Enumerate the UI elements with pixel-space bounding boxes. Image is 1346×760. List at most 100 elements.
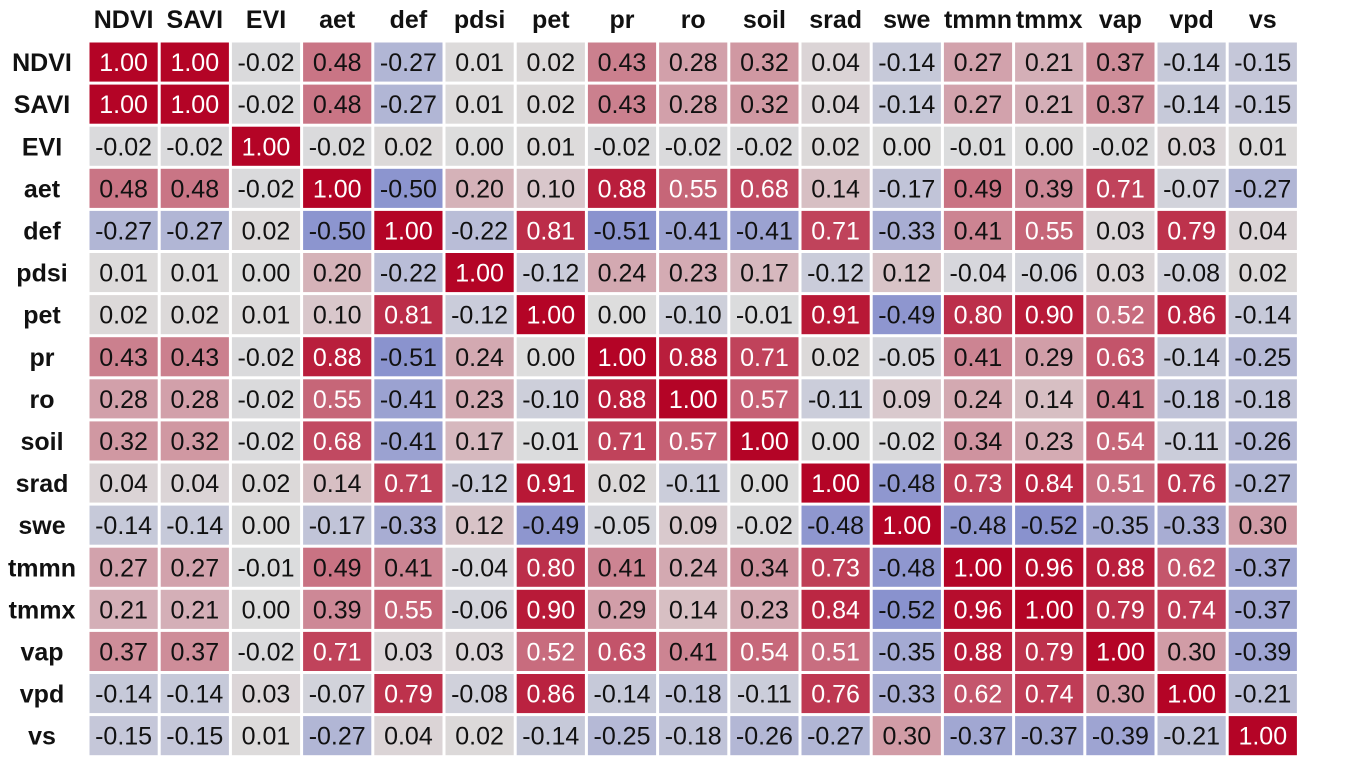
cell-aet-evi — [231, 168, 301, 208]
cell-vs-aet — [303, 716, 372, 756]
cell-pr-vap — [1086, 337, 1155, 377]
cell-aet-tmmn — [943, 168, 1013, 208]
cell-label-evi-evi: 1.00 — [242, 133, 291, 161]
cell-label-srad-vpd: 0.76 — [1167, 470, 1216, 498]
cell-vap-tmmn — [943, 631, 1013, 671]
cell-label-tmmx-evi: 0.00 — [242, 596, 291, 624]
cell-label-evi-def: 0.02 — [384, 133, 433, 161]
cell-label-vap-ro: 0.41 — [669, 638, 718, 666]
cell-label-vpd-tmmn: 0.62 — [954, 681, 1003, 709]
cell-label-tmmx-vap: 0.79 — [1096, 596, 1145, 624]
cell-def-ndvi — [89, 210, 158, 250]
row-label-ndvi: NDVI — [12, 49, 72, 77]
cell-label-pdsi-aet: 0.20 — [313, 260, 362, 288]
cell-soil-pdsi — [445, 421, 514, 461]
cell-tmmx-srad — [801, 589, 870, 629]
cell-label-tmmx-tmmx: 1.00 — [1025, 596, 1074, 624]
cell-vpd-tmmx — [1015, 674, 1084, 714]
cell-label-pet-tmmx: 0.90 — [1025, 302, 1074, 330]
cell-evi-pdsi — [445, 126, 514, 166]
cell-vs-tmmx — [1015, 716, 1084, 756]
cell-pet-tmmx — [1015, 295, 1084, 335]
cell-label-soil-vs: -0.26 — [1234, 428, 1291, 456]
cell-evi-vs — [1228, 126, 1297, 166]
cell-ndvi-swe — [872, 42, 941, 82]
cell-aet-ro — [659, 168, 728, 208]
cell-label-pdsi-ro: 0.23 — [669, 260, 718, 288]
cell-label-tmmn-tmmn: 1.00 — [954, 554, 1003, 582]
cell-vs-ro — [659, 716, 728, 756]
cell-srad-ro — [659, 463, 728, 503]
cell-label-vpd-pet: 0.86 — [526, 681, 575, 709]
col-label-def: def — [390, 6, 428, 34]
cell-soil-srad — [801, 421, 870, 461]
cell-ro-vpd — [1157, 379, 1226, 419]
cell-label-pr-ro: 0.88 — [669, 344, 718, 372]
cell-label-soil-pr: 0.71 — [598, 428, 647, 456]
cell-label-tmmn-evi: -0.01 — [238, 554, 295, 582]
cell-soil-tmmn — [943, 421, 1013, 461]
cell-pdsi-pet — [516, 253, 585, 293]
cell-ro-ndvi — [89, 379, 158, 419]
cell-label-srad-ro: -0.11 — [666, 470, 721, 498]
cell-label-srad-def: 0.71 — [384, 470, 433, 498]
cell-label-swe-savi: -0.14 — [166, 512, 223, 540]
cell-ndvi-pdsi — [445, 42, 514, 82]
cell-vpd-pdsi — [445, 674, 514, 714]
cell-pr-ndvi — [89, 337, 158, 377]
row-label-savi: SAVI — [14, 91, 71, 119]
cell-label-pet-pr: 0.00 — [598, 302, 647, 330]
cell-aet-vap — [1086, 168, 1155, 208]
cell-label-def-ro: -0.41 — [665, 217, 722, 245]
cell-tmmx-tmmn — [943, 589, 1013, 629]
cell-label-vs-pet: -0.14 — [522, 723, 579, 751]
cell-label-savi-pdsi: 0.01 — [455, 91, 504, 119]
row-label-vpd: vpd — [20, 681, 64, 709]
cell-swe-def — [374, 505, 443, 545]
cell-pdsi-vpd — [1157, 253, 1226, 293]
cell-label-ndvi-ndvi: 1.00 — [99, 49, 148, 77]
cell-label-ndvi-pr: 0.43 — [598, 49, 647, 77]
cell-ndvi-tmmx — [1015, 42, 1084, 82]
cell-vap-swe — [872, 631, 941, 671]
cell-label-vs-savi: -0.15 — [166, 723, 223, 751]
cell-srad-tmmn — [943, 463, 1013, 503]
cell-label-vpd-pr: -0.14 — [594, 681, 651, 709]
cell-label-pr-vpd: -0.14 — [1163, 344, 1220, 372]
cell-label-vap-tmmn: 0.88 — [954, 638, 1003, 666]
row-label-vap: vap — [20, 638, 63, 666]
cell-label-savi-pet: 0.02 — [526, 91, 575, 119]
cell-label-tmmn-soil: 0.34 — [740, 554, 789, 582]
cell-srad-ndvi — [89, 463, 158, 503]
cell-label-savi-vap: 0.37 — [1096, 91, 1145, 119]
cell-label-vap-aet: 0.71 — [313, 638, 362, 666]
cell-pr-evi — [231, 337, 301, 377]
cell-label-tmmn-vpd: 0.62 — [1167, 554, 1216, 582]
cell-label-def-ndvi: -0.27 — [95, 217, 152, 245]
cell-def-vs — [1228, 210, 1297, 250]
cell-pet-srad — [801, 295, 870, 335]
cell-label-ndvi-evi: -0.02 — [238, 49, 295, 77]
cell-swe-vpd — [1157, 505, 1226, 545]
cell-swe-savi — [160, 505, 229, 545]
cell-label-tmmx-savi: 0.21 — [170, 596, 219, 624]
cell-label-vap-soil: 0.54 — [740, 638, 789, 666]
cell-label-ro-evi: -0.02 — [238, 386, 295, 414]
cell-label-vpd-ndvi: -0.14 — [95, 681, 152, 709]
cell-label-pdsi-def: -0.22 — [380, 260, 437, 288]
cell-evi-ndvi — [89, 126, 158, 166]
cell-label-def-tmmn: 0.41 — [954, 217, 1003, 245]
cell-pdsi-ndvi — [89, 253, 158, 293]
cell-tmmx-vs — [1228, 589, 1297, 629]
cell-ro-ro — [659, 379, 728, 419]
cell-ro-srad — [801, 379, 870, 419]
cell-soil-def — [374, 421, 443, 461]
cell-label-swe-aet: -0.17 — [309, 512, 366, 540]
cell-label-vap-tmmx: 0.79 — [1025, 638, 1074, 666]
cell-label-tmmx-swe: -0.52 — [878, 596, 935, 624]
cell-evi-evi — [231, 126, 301, 166]
cell-label-vpd-soil: -0.11 — [737, 681, 792, 709]
cell-label-pdsi-tmmn: -0.04 — [950, 260, 1007, 288]
cell-pdsi-savi — [160, 253, 229, 293]
cell-label-tmmx-soil: 0.23 — [740, 596, 789, 624]
